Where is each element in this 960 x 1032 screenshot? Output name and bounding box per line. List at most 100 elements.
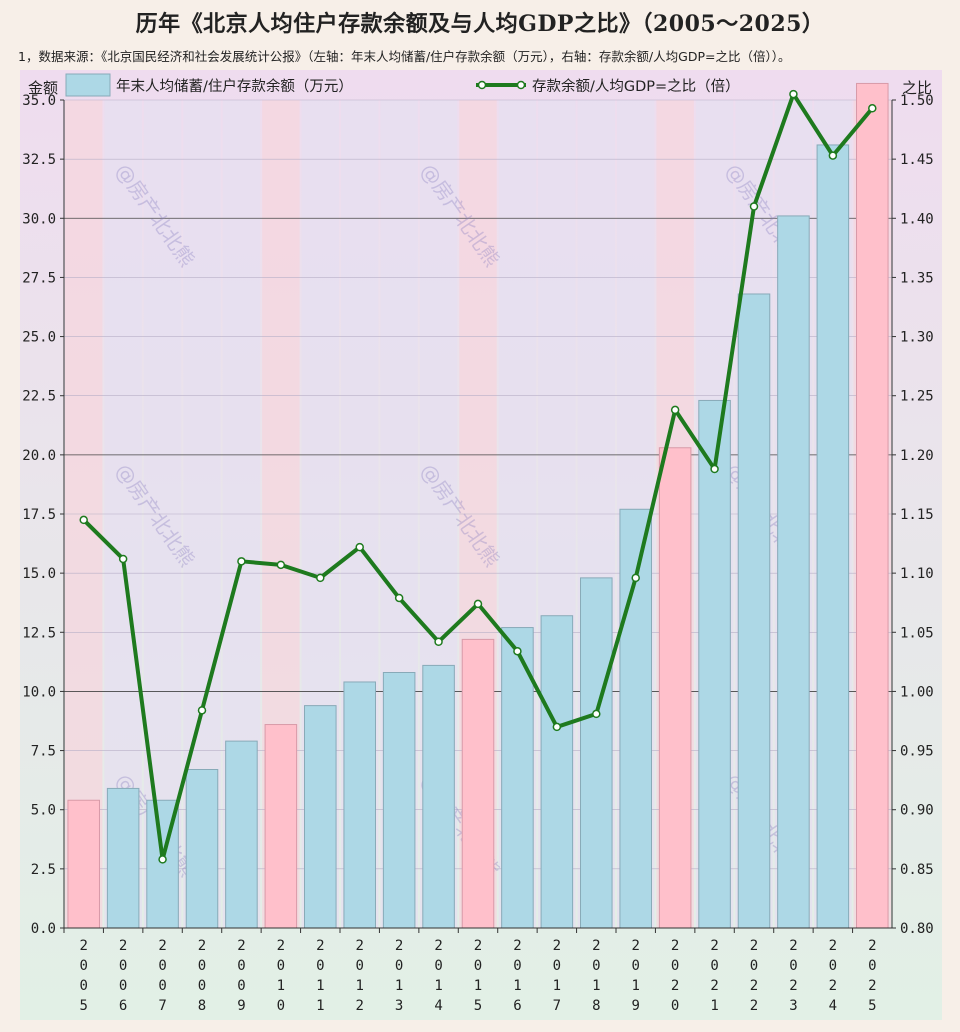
axes: 0.0 2.5 5.0 7.5 10.0 12.5 15.0 17.5 20.0 22.5 25.0… (22, 93, 933, 1014)
ratio-point-2023 (789, 89, 798, 99)
legend-bar-swatch (65, 73, 111, 97)
bar-2006 (106, 787, 140, 929)
bar-2015 (461, 638, 495, 929)
y-tick-label-right: 1.30 (900, 330, 934, 346)
bar-2022 (737, 293, 771, 929)
bar-2008 (185, 768, 219, 929)
ratio-point-2008 (197, 706, 207, 715)
line-series (79, 89, 877, 864)
y-tick-label-left: 27.5 (22, 270, 56, 286)
ratio-point-2021 (710, 464, 719, 474)
bar-2020 (658, 447, 692, 929)
ratio-point-2007 (158, 855, 167, 864)
y-tick-label-right: 1.05 (900, 625, 934, 641)
bar-2024 (816, 144, 850, 929)
y-tick-label-right: 1.00 (900, 684, 934, 700)
y-tick-label-right: 0.80 (900, 921, 934, 937)
y-axis-label-left: 金额 (28, 79, 58, 97)
y-tick-label-left: 22.5 (22, 389, 56, 405)
legend: 年末人均储蓄/住户存款余额（万元） 存款余额/人均GDP=之比（倍） (65, 73, 740, 97)
legend-line-label: 存款余额/人均GDP=之比（倍） (532, 77, 740, 95)
y-tick-label-left: 7.5 (31, 744, 56, 760)
y-tick-label-left: 2.5 (31, 862, 56, 878)
chart-subtitle: 1，数据来源：《北京国民经济和社会发展统计公报》（左轴：年末人均储蓄/住户存款余… (18, 49, 791, 64)
bar-2014 (422, 664, 455, 929)
ratio-point-2006 (118, 554, 128, 564)
ratio-point-2005 (79, 515, 88, 525)
ratio-point-2015 (473, 599, 483, 609)
bar-2017 (540, 615, 574, 929)
y-tick-label-right: 0.90 (900, 803, 934, 819)
ratio-point-2025 (868, 104, 877, 113)
ratio-point-2013 (394, 593, 404, 603)
bar-2013 (382, 672, 416, 929)
y-tick-label-left: 15.0 (22, 566, 56, 582)
y-tick-label-left: 35.0 (22, 93, 56, 109)
bar-2018 (580, 577, 613, 929)
y-tick-label-left: 0.0 (31, 921, 56, 937)
chart-title: 历年《北京人均住户存款余额及与人均GDP之比》（2005～2025） (135, 11, 825, 37)
bar-2011 (304, 705, 337, 929)
y-tick-label-right: 1.10 (900, 566, 934, 582)
y-tick-label-right: 0.85 (900, 862, 934, 878)
bar-2012 (343, 681, 376, 929)
y-tick-label-right: 1.25 (900, 389, 934, 405)
y-tick-label-left: 20.0 (22, 448, 56, 464)
ratio-point-2020 (670, 405, 680, 415)
ratio-point-2019 (631, 573, 640, 583)
y-tick-label-left: 17.5 (22, 507, 56, 523)
ratio-point-2022 (749, 202, 759, 211)
y-tick-label-left: 5.0 (31, 803, 56, 819)
ratio-point-2024 (828, 151, 838, 160)
y-tick-label-left: 30.0 (22, 211, 56, 227)
ratio-point-2017 (552, 722, 562, 732)
bar-2009 (225, 740, 258, 929)
bar-2010 (264, 724, 298, 929)
y-tick-label-right: 1.20 (900, 448, 934, 464)
ratio-point-2009 (237, 557, 246, 566)
y-tick-label-left: 32.5 (22, 152, 56, 168)
bar-2025 (856, 82, 889, 929)
ratio-point-2011 (316, 573, 325, 583)
legend-bar-label: 年末人均储蓄/住户存款余额（万元） (116, 77, 353, 95)
ratio-point-2012 (355, 542, 364, 552)
y-tick-label-right: 1.15 (900, 507, 934, 523)
bar-series (67, 82, 889, 929)
ratio-point-2016 (513, 646, 522, 656)
ratio-point-2010 (276, 560, 286, 570)
y-tick-label-right: 1.45 (900, 152, 934, 168)
ratio-point-2018 (592, 709, 601, 719)
legend-line-marker (516, 80, 526, 90)
y-tick-label-left: 25.0 (22, 330, 56, 346)
bar-2023 (777, 215, 810, 929)
bar-2021 (698, 399, 731, 929)
ratio-point-2014 (434, 637, 443, 646)
y-axis-label-right: 之比 (902, 79, 932, 97)
y-tick-label-right: 0.95 (900, 744, 934, 760)
y-tick-label-left: 10.0 (22, 684, 56, 700)
y-tick-label-right: 1.35 (900, 270, 934, 286)
y-tick-label-right: 1.40 (900, 211, 934, 227)
